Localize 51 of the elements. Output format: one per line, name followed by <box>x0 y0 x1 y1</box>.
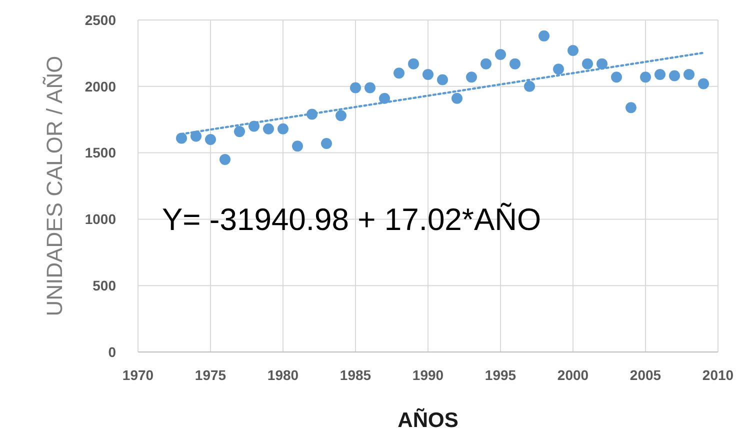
y-axis-title: UNIDADES CALOR / AÑO <box>42 56 67 316</box>
point <box>452 92 462 104</box>
point <box>626 102 636 114</box>
y-tick-label: 2500 <box>84 12 116 28</box>
point <box>495 49 506 60</box>
point <box>568 45 578 56</box>
x-tick-label: 2000 <box>557 367 589 383</box>
x-tick-label: 1970 <box>122 367 154 383</box>
x-tick-label: 2010 <box>702 367 734 383</box>
point <box>336 110 346 122</box>
y-tick-label: 1500 <box>84 144 116 161</box>
x-tick-label: 1985 <box>340 367 372 383</box>
x-tick-label: 1990 <box>412 367 444 383</box>
y-tick-label: 0 <box>108 344 116 360</box>
point <box>654 68 666 80</box>
point <box>640 72 651 83</box>
x-tick-label: 1980 <box>267 367 299 383</box>
point <box>698 78 709 90</box>
point <box>684 68 694 80</box>
point <box>220 154 230 165</box>
x-tick-label: 1975 <box>194 367 226 383</box>
point <box>278 123 288 134</box>
point <box>394 68 404 79</box>
point <box>611 72 622 83</box>
point <box>176 132 187 144</box>
point <box>234 126 245 138</box>
x-tick-label: 1995 <box>484 367 516 383</box>
y-tick-label: 500 <box>92 278 116 294</box>
point <box>553 64 564 75</box>
y-tick-label: 1000 <box>84 211 116 228</box>
point <box>582 58 593 70</box>
point <box>596 58 608 70</box>
point <box>480 58 492 70</box>
point <box>350 82 361 94</box>
point <box>422 68 434 80</box>
point <box>510 58 520 70</box>
annotation: Y= -31940.98 + 17.02*AÑO <box>162 202 542 237</box>
x-axis-title: AÑOS <box>398 408 458 432</box>
point <box>466 72 477 83</box>
point <box>364 82 376 94</box>
point <box>408 58 419 70</box>
point <box>437 74 448 86</box>
y-tick-label: 2000 <box>84 78 116 94</box>
point <box>321 138 332 150</box>
point <box>205 134 216 146</box>
point <box>669 70 680 82</box>
x-tick-label: 2005 <box>630 367 662 383</box>
point <box>524 80 535 92</box>
point <box>292 140 303 152</box>
point <box>538 30 550 42</box>
point <box>263 123 274 134</box>
